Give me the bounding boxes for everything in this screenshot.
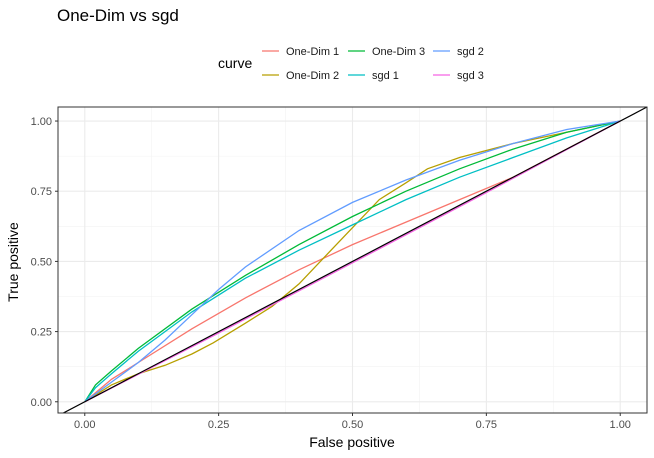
x-axis-title: False positive [309, 434, 395, 450]
x-tick-label: 0.50 [342, 419, 363, 431]
y-tick-label: 1.00 [31, 116, 52, 128]
reference-diagonal-line [62, 107, 647, 413]
plot-area: 0.00 0.25 0.50 0.75 1.00 0.00 0.25 0.50 0.75 1.00 [31, 106, 648, 431]
y-axis-title: True positive [5, 222, 21, 302]
legend-label: One-Dim 3 [372, 46, 425, 58]
legend-label: sgd 2 [457, 46, 484, 58]
legend-label: sgd 3 [457, 70, 484, 82]
x-tick-label: 0.75 [476, 419, 497, 431]
y-tick-label: 0.00 [31, 397, 52, 409]
series-line-sgd-1 [84, 120, 621, 403]
legend: curve One-Dim 1 One-Dim 2 One-Dim 3 sgd 1 sg… [218, 46, 484, 82]
legend-label: sgd 1 [372, 70, 399, 82]
chart-title: One-Dim vs sgd [57, 6, 179, 25]
y-tick-label: 0.25 [31, 327, 52, 339]
series-line-sgd-3 [84, 120, 621, 403]
x-tick-label: 1.00 [610, 419, 631, 431]
y-tick-label: 0.75 [31, 186, 52, 198]
x-tick-label: 0.00 [74, 419, 95, 431]
series-line-one-dim-2 [84, 120, 621, 403]
series-line-one-dim-3 [84, 120, 621, 403]
y-tick-label: 0.50 [31, 256, 52, 268]
legend-label: One-Dim 2 [286, 70, 339, 82]
legend-label: One-Dim 1 [286, 46, 339, 58]
x-tick-label: 0.25 [208, 419, 229, 431]
legend-title: curve [218, 55, 252, 71]
series-line-sgd-2 [84, 120, 621, 403]
series-layer [62, 107, 647, 413]
